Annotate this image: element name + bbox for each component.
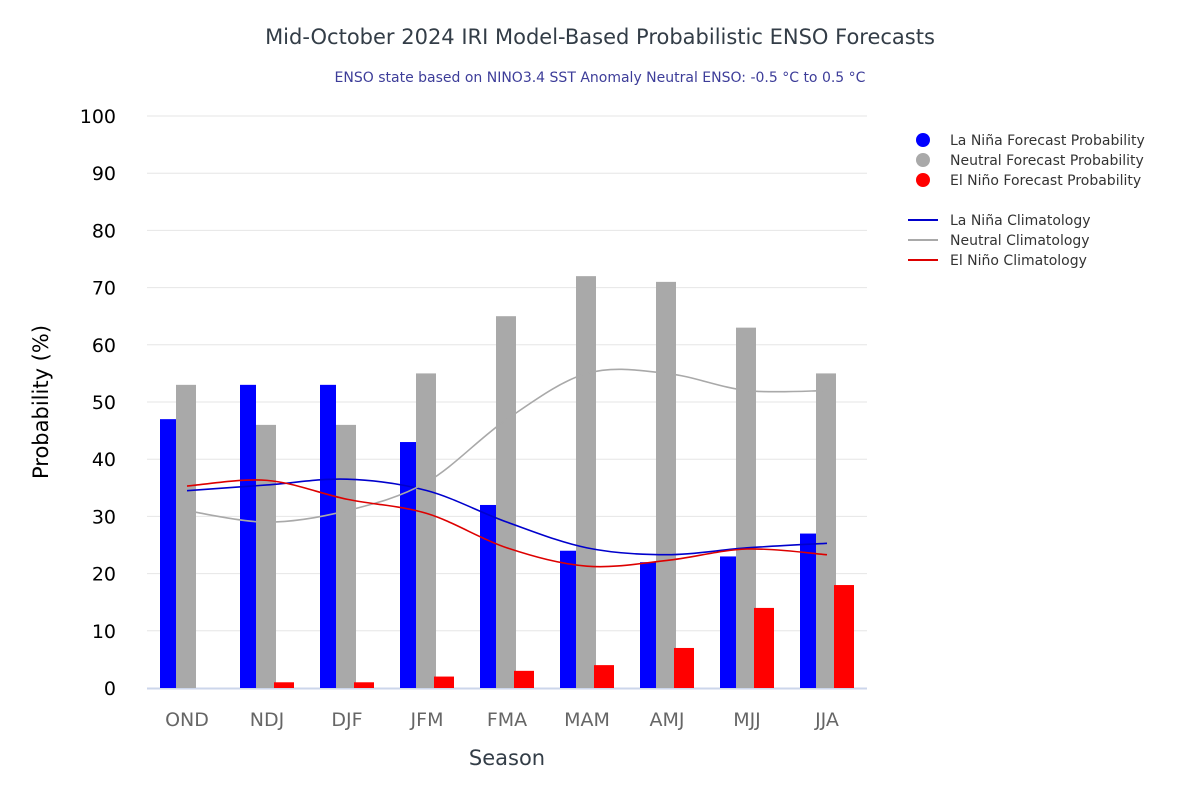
legend-item: La Niña Forecast Probability xyxy=(950,133,1145,149)
y-tick-label: 90 xyxy=(92,163,116,185)
bar-neutral-forecast-probability xyxy=(256,424,276,688)
bar-el-ni-o-forecast-probability xyxy=(274,682,294,688)
bar-la-ni-a-forecast-probability xyxy=(480,504,496,688)
chart-title: Mid-October 2024 IRI Model-Based Probabi… xyxy=(265,25,935,49)
y-tick-label: 50 xyxy=(92,392,116,414)
x-tick-label: MAM xyxy=(564,709,610,731)
x-tick-label: MJJ xyxy=(733,709,761,731)
x-tick-label: NDJ xyxy=(250,709,284,731)
bar-la-ni-a-forecast-probability xyxy=(800,533,816,688)
x-tick-label: OND xyxy=(165,709,209,731)
x-tick-label: JFM xyxy=(410,709,444,731)
y-tick-label: 0 xyxy=(104,678,116,700)
y-tick-label: 80 xyxy=(92,220,116,242)
line-neutral-climatology xyxy=(186,368,828,523)
bar-neutral-forecast-probability xyxy=(656,281,676,688)
x-tick-label: JJA xyxy=(814,709,839,731)
legend-item: Neutral Climatology xyxy=(950,233,1090,249)
bar-neutral-forecast-probability xyxy=(576,276,596,688)
legend-item: La Niña Climatology xyxy=(950,213,1091,229)
bar-neutral-forecast-probability xyxy=(496,316,516,688)
y-tick-label: 40 xyxy=(92,449,116,471)
bar-la-ni-a-forecast-probability xyxy=(640,562,656,688)
y-tick-label: 20 xyxy=(92,564,116,586)
chart-subtitle: ENSO state based on NINO3.4 SST Anomaly … xyxy=(335,70,866,86)
bar-neutral-forecast-probability xyxy=(736,327,756,688)
y-tick-label: 30 xyxy=(92,506,116,528)
bar-el-ni-o-forecast-probability xyxy=(834,585,854,688)
x-tick-label: DJF xyxy=(331,709,362,731)
legend-item: El Niño Forecast Probability xyxy=(950,173,1141,189)
legend-marker xyxy=(916,173,930,187)
bar-el-ni-o-forecast-probability xyxy=(594,665,614,688)
bar-la-ni-a-forecast-probability xyxy=(560,550,576,688)
legend-marker xyxy=(916,133,930,147)
bar-la-ni-a-forecast-probability xyxy=(720,556,736,688)
legend-item: Neutral Forecast Probability xyxy=(950,153,1144,169)
y-tick-label: 60 xyxy=(92,335,116,357)
bar-la-ni-a-forecast-probability xyxy=(240,384,256,688)
bar-el-ni-o-forecast-probability xyxy=(754,607,774,688)
bar-neutral-forecast-probability xyxy=(816,373,836,688)
bar-la-ni-a-forecast-probability xyxy=(320,384,336,688)
y-tick-label: 10 xyxy=(92,621,116,643)
bar-la-ni-a-forecast-probability xyxy=(400,442,416,688)
y-tick-label: 100 xyxy=(80,106,116,128)
bar-neutral-forecast-probability xyxy=(336,424,356,688)
legend-marker xyxy=(916,153,930,167)
y-tick-label: 70 xyxy=(92,278,116,300)
x-tick-label: FMA xyxy=(487,709,527,731)
line-el-ni-o-climatology xyxy=(186,479,828,568)
y-axis-label: Probability (%) xyxy=(29,325,53,479)
bar-neutral-forecast-probability xyxy=(176,384,196,688)
legend-item: El Niño Climatology xyxy=(950,253,1087,269)
bar-el-ni-o-forecast-probability xyxy=(434,676,454,688)
x-tick-label: AMJ xyxy=(650,709,685,731)
bar-el-ni-o-forecast-probability xyxy=(674,647,694,688)
bar-el-ni-o-forecast-probability xyxy=(354,682,374,688)
bar-neutral-forecast-probability xyxy=(416,373,436,688)
bar-la-ni-a-forecast-probability xyxy=(160,419,176,688)
line-la-ni-a-climatology xyxy=(186,478,828,556)
bar-el-ni-o-forecast-probability xyxy=(514,670,534,688)
x-axis-label: Season xyxy=(469,746,545,770)
